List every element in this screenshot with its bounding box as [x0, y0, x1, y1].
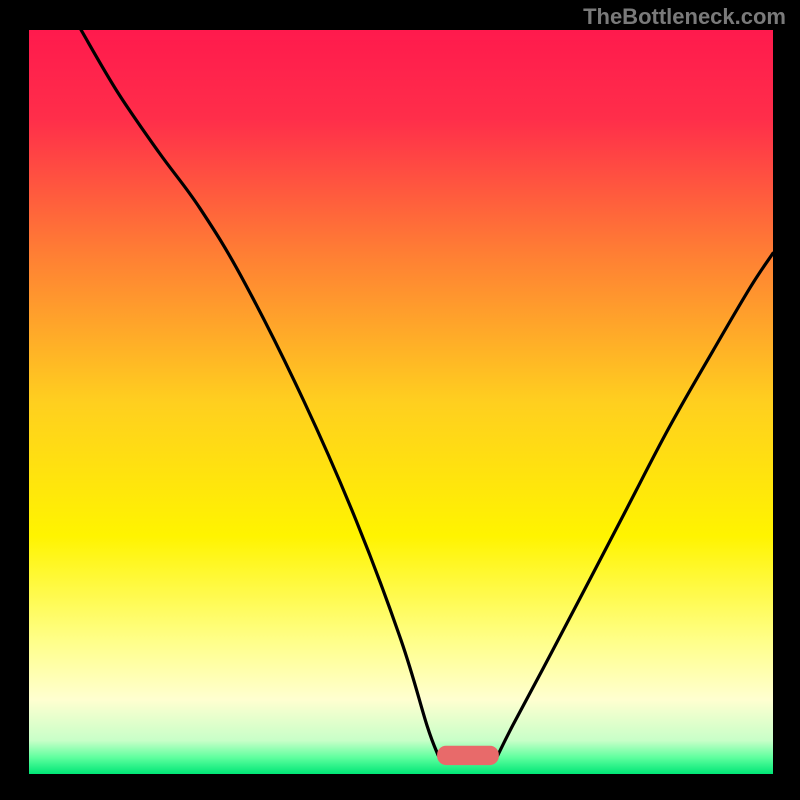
optimal-marker	[437, 746, 499, 765]
plot-svg	[29, 30, 773, 774]
chart-container: TheBottleneck.com	[0, 0, 800, 800]
plot-area	[29, 30, 773, 774]
gradient-background	[29, 30, 773, 774]
watermark-text: TheBottleneck.com	[583, 4, 786, 30]
